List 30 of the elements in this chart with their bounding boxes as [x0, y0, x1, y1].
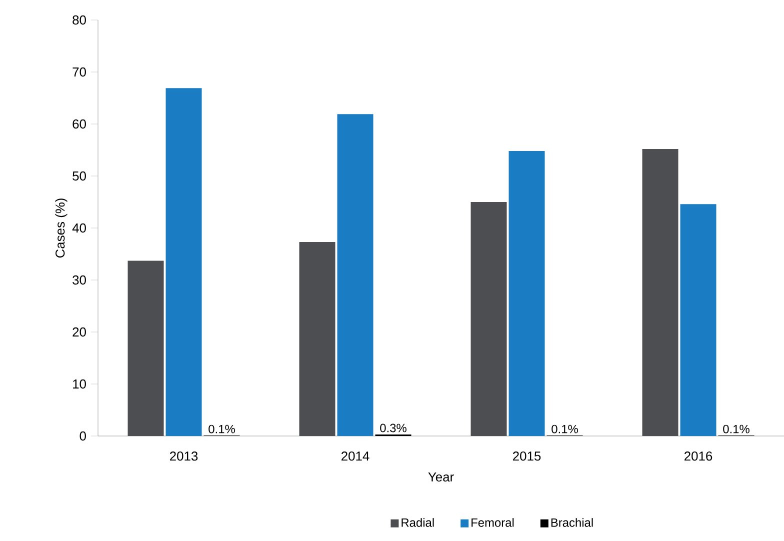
- data-label: 0.1%: [552, 424, 578, 434]
- x-tick-label: 2014: [342, 452, 370, 461]
- y-axis-title: Cases (%): [55, 198, 68, 258]
- bar: [470, 202, 507, 436]
- bar: [337, 114, 374, 436]
- bar: [642, 148, 678, 436]
- bar: [166, 88, 202, 436]
- data-label: 0.3%: [380, 424, 406, 432]
- y-tick-label: 30: [72, 275, 86, 285]
- legend-label: Brachial: [551, 518, 593, 527]
- y-tick-label: 60: [72, 119, 86, 129]
- y-tick-label: 0: [80, 431, 86, 441]
- x-tick-label: 2016: [684, 452, 712, 461]
- y-tick-label: 20: [72, 327, 86, 337]
- legend-label: Radial: [402, 518, 434, 527]
- y-tick-label: 70: [72, 67, 86, 77]
- data-label: 0.1%: [208, 424, 235, 434]
- bar: [680, 204, 716, 436]
- bar: [128, 260, 164, 436]
- data-label: 0.1%: [723, 424, 750, 434]
- x-tick-label: 2013: [170, 452, 198, 461]
- y-tick-label: 80: [72, 15, 86, 25]
- bar: [508, 151, 545, 436]
- x-tick-label: 2015: [513, 452, 541, 461]
- bar: [299, 242, 336, 436]
- y-tick-label: 10: [73, 379, 86, 389]
- legend-label: Femoral: [472, 518, 514, 527]
- y-tick-label: 50: [72, 171, 86, 181]
- y-tick-label: 40: [72, 223, 86, 233]
- x-axis-title: Year: [428, 472, 454, 482]
